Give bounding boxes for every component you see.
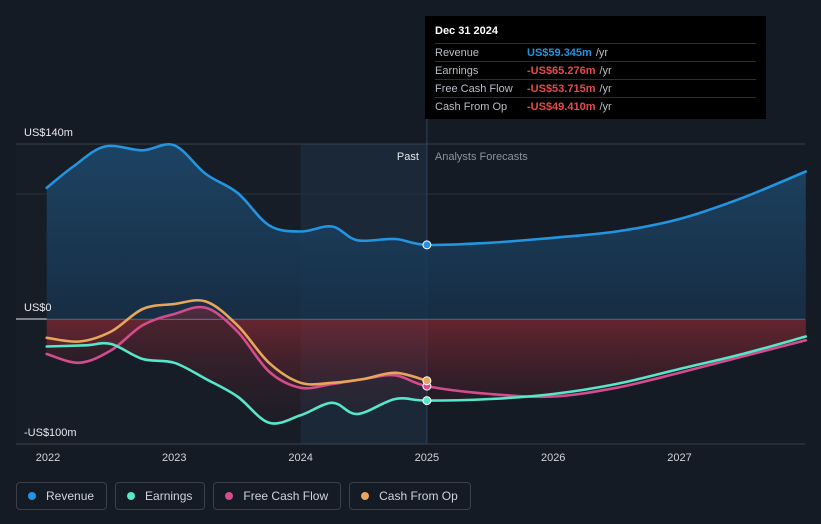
x-tick-label: 2027 [667, 452, 691, 464]
legend-item-revenue[interactable]: Revenue [16, 482, 108, 510]
tooltip-unit: /yr [599, 64, 612, 77]
tooltip-row-free-cash-flow: Free Cash Flow -US$53.715m /yr [435, 79, 756, 97]
tooltip-label: Cash From Op [435, 100, 508, 113]
earnings-line [45, 335, 808, 425]
tooltip-label: Free Cash Flow [435, 82, 513, 95]
tooltip-label: Revenue [435, 46, 480, 59]
legend-label: Cash From Op [379, 489, 458, 503]
revenue-area [46, 144, 806, 319]
tooltip-value: -US$53.715m [527, 82, 596, 95]
forecast-label: Analysts Forecasts [435, 151, 528, 163]
y-tick-label: US$140m [24, 127, 73, 139]
legend-label: Earnings [145, 489, 193, 503]
tooltip: Dec 31 2024 Revenue US$59.345m /yr Earni… [425, 16, 766, 119]
cash-from-op-marker [422, 376, 432, 386]
tooltip-row-earnings: Earnings -US$65.276m /yr [435, 61, 756, 79]
legend-item-earnings[interactable]: Earnings [115, 482, 206, 510]
tooltip-value: -US$65.276m [527, 64, 596, 77]
legend-dot-icon [225, 492, 234, 500]
tooltip-value: -US$49.410m [527, 100, 596, 113]
tooltip-row-revenue: Revenue US$59.345m /yr [435, 43, 756, 61]
revenue-line [45, 143, 808, 247]
tooltip-value: US$59.345m [527, 46, 592, 59]
tooltip-unit: /yr [595, 46, 609, 59]
x-tick-label: 2026 [541, 452, 565, 464]
revenue-marker [422, 240, 432, 250]
tooltip-row-cash-from-op: Cash From Op -US$49.410m /yr [435, 97, 756, 115]
legend-dot-icon [361, 492, 370, 500]
cash-from-op-line [45, 298, 429, 386]
y-tick-label: -US$100m [24, 427, 77, 439]
legend-item-cash-from-op[interactable]: Cash From Op [349, 482, 471, 510]
y-tick-label: US$0 [24, 302, 52, 314]
legend-dot-icon [28, 492, 36, 500]
legend-label: Revenue [46, 489, 95, 503]
negative-area [46, 319, 806, 424]
tooltip-label: Earnings [435, 64, 479, 77]
past-label: Past [397, 151, 419, 163]
earnings-marker [422, 396, 432, 406]
legend-label: Free Cash Flow [243, 489, 329, 503]
x-tick-label: 2024 [288, 452, 312, 464]
tooltip-unit: /yr [599, 82, 612, 95]
x-tick-label: 2023 [162, 452, 186, 464]
tooltip-unit: /yr [599, 100, 612, 113]
x-tick-label: 2022 [36, 452, 60, 464]
legend-item-free-cash-flow[interactable]: Free Cash Flow [213, 482, 342, 510]
legend: Revenue Earnings Free Cash Flow Cash Fro… [16, 482, 471, 510]
legend-dot-icon [127, 492, 136, 500]
x-tick-label: 2025 [415, 452, 439, 464]
tooltip-date: Dec 31 2024 [435, 25, 498, 37]
